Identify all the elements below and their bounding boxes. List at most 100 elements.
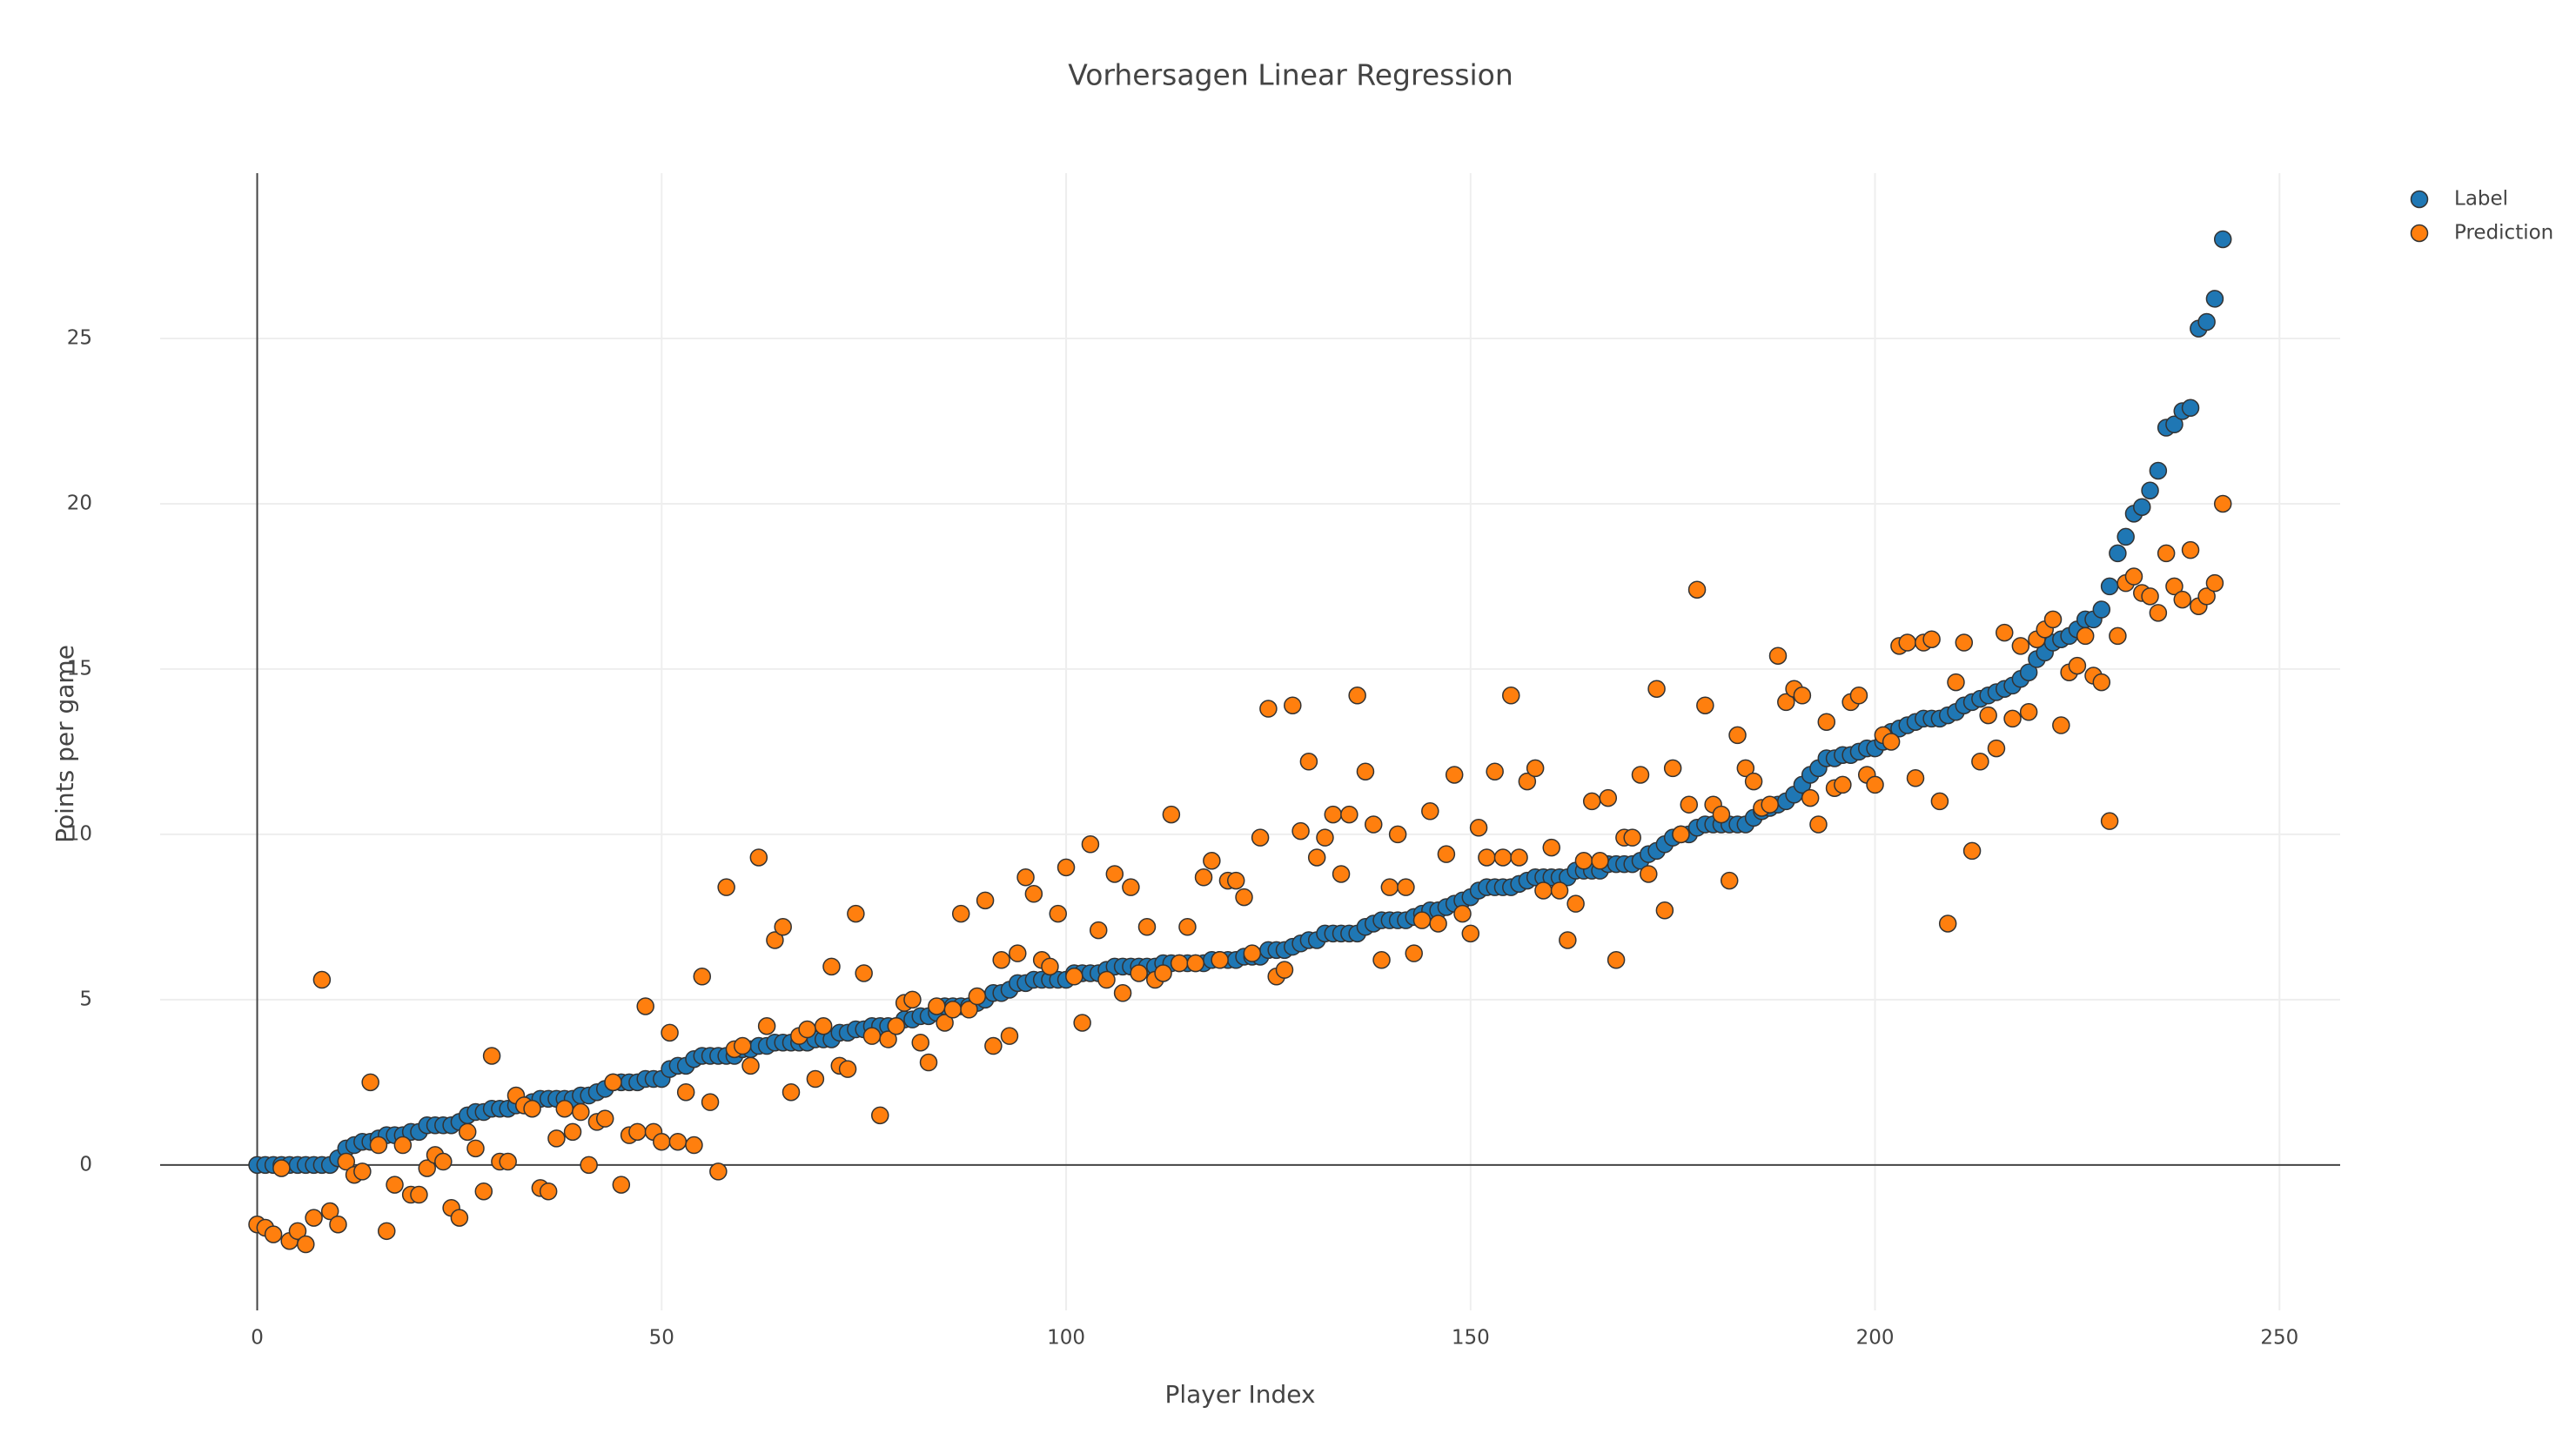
data-point	[1922, 630, 1941, 648]
chart-title: Vorhersagen Linear Regression	[1068, 58, 1513, 92]
data-point	[1591, 852, 1609, 870]
data-point	[1251, 828, 1270, 847]
data-point	[2149, 461, 2168, 480]
data-point	[1987, 739, 2006, 758]
data-point	[320, 1202, 339, 1221]
data-point	[378, 1222, 396, 1241]
data-point	[1412, 911, 1432, 929]
x-tick-label: 100	[1047, 1327, 1085, 1350]
data-point	[1866, 775, 1884, 794]
data-point	[1437, 845, 1456, 863]
y-tick-label: 10	[67, 822, 92, 845]
data-point	[1882, 733, 1901, 751]
data-point	[1316, 828, 1334, 847]
data-point	[2019, 703, 2038, 721]
data-point	[1364, 815, 1383, 834]
data-point	[563, 1122, 582, 1142]
data-point	[2100, 812, 2119, 830]
data-point	[951, 904, 970, 923]
data-point	[992, 951, 1010, 969]
data-point	[2133, 498, 2151, 516]
data-point	[2141, 587, 2159, 606]
data-point	[676, 1082, 695, 1102]
data-point	[1647, 680, 1666, 698]
data-point	[1397, 878, 1415, 896]
data-point	[572, 1102, 590, 1122]
data-point	[1057, 858, 1076, 877]
data-point	[1849, 687, 1868, 705]
data-point	[1065, 968, 1083, 986]
data-point	[1486, 762, 1504, 780]
data-point	[2205, 290, 2224, 308]
data-point	[1154, 964, 1172, 982]
data-point	[1793, 687, 1812, 705]
data-point	[1559, 931, 1577, 949]
data-point	[668, 1132, 688, 1151]
data-point	[2165, 577, 2184, 596]
data-point	[369, 1135, 388, 1155]
data-point	[1607, 951, 1626, 969]
data-point	[1518, 772, 1537, 791]
data-point	[1712, 805, 1731, 824]
data-point	[1170, 954, 1189, 973]
data-point	[968, 987, 987, 1006]
data-point	[1194, 868, 1213, 887]
data-point	[1663, 759, 1682, 778]
data-point	[1809, 815, 1828, 834]
data-point	[1089, 921, 1108, 940]
data-point	[2124, 567, 2143, 586]
data-point	[960, 1001, 978, 1019]
y-tick-label: 20	[67, 492, 92, 514]
x-tick-label: 150	[1452, 1327, 1490, 1350]
data-point	[1009, 944, 1027, 962]
data-point	[1736, 759, 1755, 778]
data-point	[2157, 544, 2176, 563]
data-point	[1526, 759, 1545, 778]
data-point	[1962, 841, 1982, 861]
data-point	[1478, 848, 1496, 867]
data-point	[847, 904, 865, 923]
data-point	[1122, 878, 1140, 896]
x-tick-label: 250	[2260, 1327, 2298, 1350]
data-point	[1834, 775, 1852, 794]
y-axis-title: Points per game	[50, 645, 79, 843]
data-point	[1348, 687, 1366, 705]
data-point	[1162, 805, 1181, 824]
data-point	[1024, 885, 1043, 903]
x-axis-title: Player Index	[1164, 1380, 1315, 1409]
data-point	[1728, 726, 1747, 745]
data-point	[580, 1156, 598, 1175]
data-point	[903, 990, 922, 1009]
data-point	[887, 1017, 906, 1035]
data-point	[499, 1152, 517, 1171]
data-point	[766, 931, 784, 949]
data-point	[1380, 878, 1399, 896]
data-point	[806, 1069, 825, 1089]
data-point	[2181, 540, 2200, 559]
data-point	[2003, 709, 2022, 728]
data-point	[862, 1027, 882, 1045]
data-point	[943, 1001, 963, 1019]
data-point	[353, 1162, 372, 1181]
data-point	[1137, 918, 1157, 936]
data-point	[1041, 957, 1059, 976]
data-point	[1502, 687, 1520, 705]
data-point	[855, 964, 873, 982]
data-point	[2068, 656, 2087, 675]
data-point	[1955, 633, 1974, 652]
data-point	[1777, 693, 1795, 712]
data-point	[1203, 852, 1221, 870]
data-point	[1186, 954, 1205, 973]
legend-marker	[2410, 224, 2429, 243]
data-point	[685, 1135, 703, 1155]
data-point	[604, 1073, 622, 1092]
data-point	[1510, 848, 1528, 867]
data-point	[393, 1135, 413, 1155]
legend-label: Prediction	[2454, 222, 2553, 245]
data-point	[1534, 881, 1553, 900]
data-point	[1299, 753, 1318, 771]
data-point	[1493, 848, 1513, 867]
data-point	[1696, 696, 1714, 714]
data-point	[928, 997, 946, 1015]
